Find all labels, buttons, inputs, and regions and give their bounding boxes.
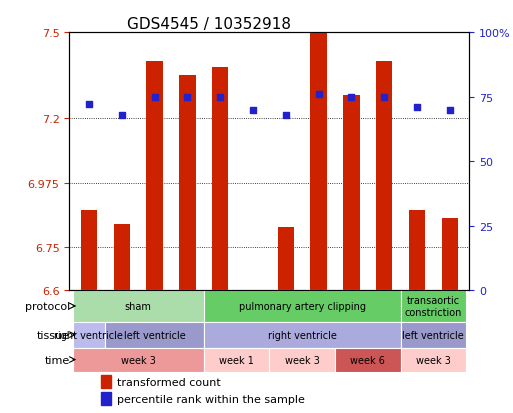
Bar (72, 290, 204, 322)
Point (314, 92, 323, 98)
Bar (310, 33, 327, 290)
Bar (146, 62, 163, 290)
Text: transaortic
constriction: transaortic constriction (405, 295, 462, 317)
Text: percentile rank within the sample: percentile rank within the sample (117, 394, 305, 404)
Text: sham: sham (125, 301, 151, 311)
Point (413, 104, 421, 111)
Bar (401, 290, 466, 322)
Bar (105, 322, 204, 348)
Point (150, 94, 159, 101)
Text: week 6: week 6 (350, 355, 385, 365)
Text: transformed count: transformed count (117, 377, 221, 387)
Text: week 3: week 3 (121, 355, 155, 365)
Text: week 3: week 3 (416, 355, 451, 365)
Bar (343, 96, 360, 290)
Point (347, 94, 356, 101)
Text: left ventricle: left ventricle (124, 330, 185, 340)
Bar (179, 76, 195, 290)
Text: right ventricle: right ventricle (268, 330, 337, 340)
Bar (204, 322, 401, 348)
Text: tissue: tissue (37, 330, 70, 340)
Text: right ventricle: right ventricle (54, 330, 123, 340)
Bar (101, 392, 111, 405)
Bar (269, 348, 335, 372)
Point (249, 107, 257, 114)
Bar (113, 225, 130, 290)
Bar (72, 348, 204, 372)
Bar (204, 348, 269, 372)
Point (85, 102, 93, 109)
Bar (278, 228, 294, 290)
Text: protocol: protocol (25, 301, 70, 311)
Bar (401, 322, 466, 348)
Bar (101, 375, 111, 388)
Bar (212, 67, 228, 290)
Point (380, 94, 388, 101)
Text: left ventricle: left ventricle (402, 330, 464, 340)
Bar (204, 290, 401, 322)
Point (183, 94, 191, 101)
Title: GDS4545 / 10352918: GDS4545 / 10352918 (127, 17, 291, 32)
Bar (376, 62, 392, 290)
Bar (401, 348, 466, 372)
Point (216, 94, 224, 101)
Text: week 1: week 1 (219, 355, 254, 365)
Bar (72, 322, 105, 348)
Text: time: time (45, 355, 70, 365)
Point (117, 112, 126, 119)
Text: week 3: week 3 (285, 355, 320, 365)
Bar (442, 219, 458, 290)
Point (282, 112, 290, 119)
Point (446, 107, 454, 114)
Bar (81, 210, 97, 290)
Text: pulmonary artery clipping: pulmonary artery clipping (239, 301, 366, 311)
Bar (335, 348, 401, 372)
Bar (409, 210, 425, 290)
